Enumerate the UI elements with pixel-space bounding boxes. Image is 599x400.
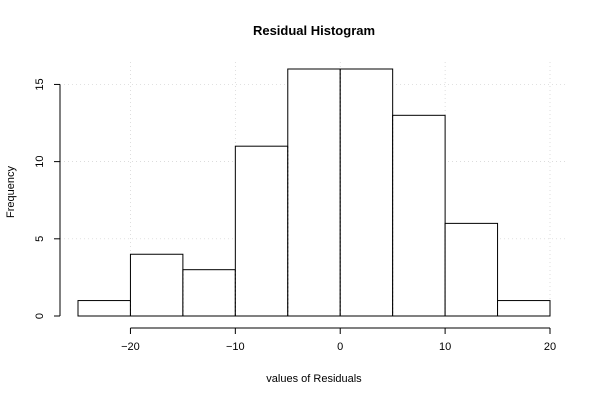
chart-title: Residual Histogram: [253, 23, 375, 38]
y-axis-label: Frequency: [5, 166, 17, 218]
y-axis: 0 5 10 15: [34, 78, 61, 319]
histogram-bar: [234, 145, 289, 317]
y-tick-label: 15: [34, 78, 46, 90]
y-tick-label: 10: [34, 156, 46, 168]
histogram-bar: [497, 300, 551, 317]
x-axis: −20 −10 0 10 20: [121, 327, 556, 353]
histogram-bar: [339, 68, 394, 317]
x-tick-label: −10: [226, 341, 245, 353]
y-tick-label: 0: [34, 313, 46, 319]
histogram-bar: [182, 269, 236, 317]
x-tick-label: 10: [439, 341, 451, 353]
histogram-bar: [392, 114, 446, 317]
histogram-bar: [77, 300, 131, 317]
histogram-bar: [129, 253, 184, 317]
histogram-bar: [287, 68, 341, 317]
histogram-bar: [444, 222, 499, 317]
x-tick-label: 0: [337, 341, 343, 353]
grid: [60, 62, 568, 316]
bars: [77, 68, 551, 317]
x-tick-label: −20: [121, 341, 140, 353]
y-tick-label: 5: [34, 236, 46, 242]
x-axis-label: values of Residuals: [266, 373, 362, 385]
bin-dividers: [130, 69, 498, 316]
x-tick-label: 20: [544, 341, 556, 353]
